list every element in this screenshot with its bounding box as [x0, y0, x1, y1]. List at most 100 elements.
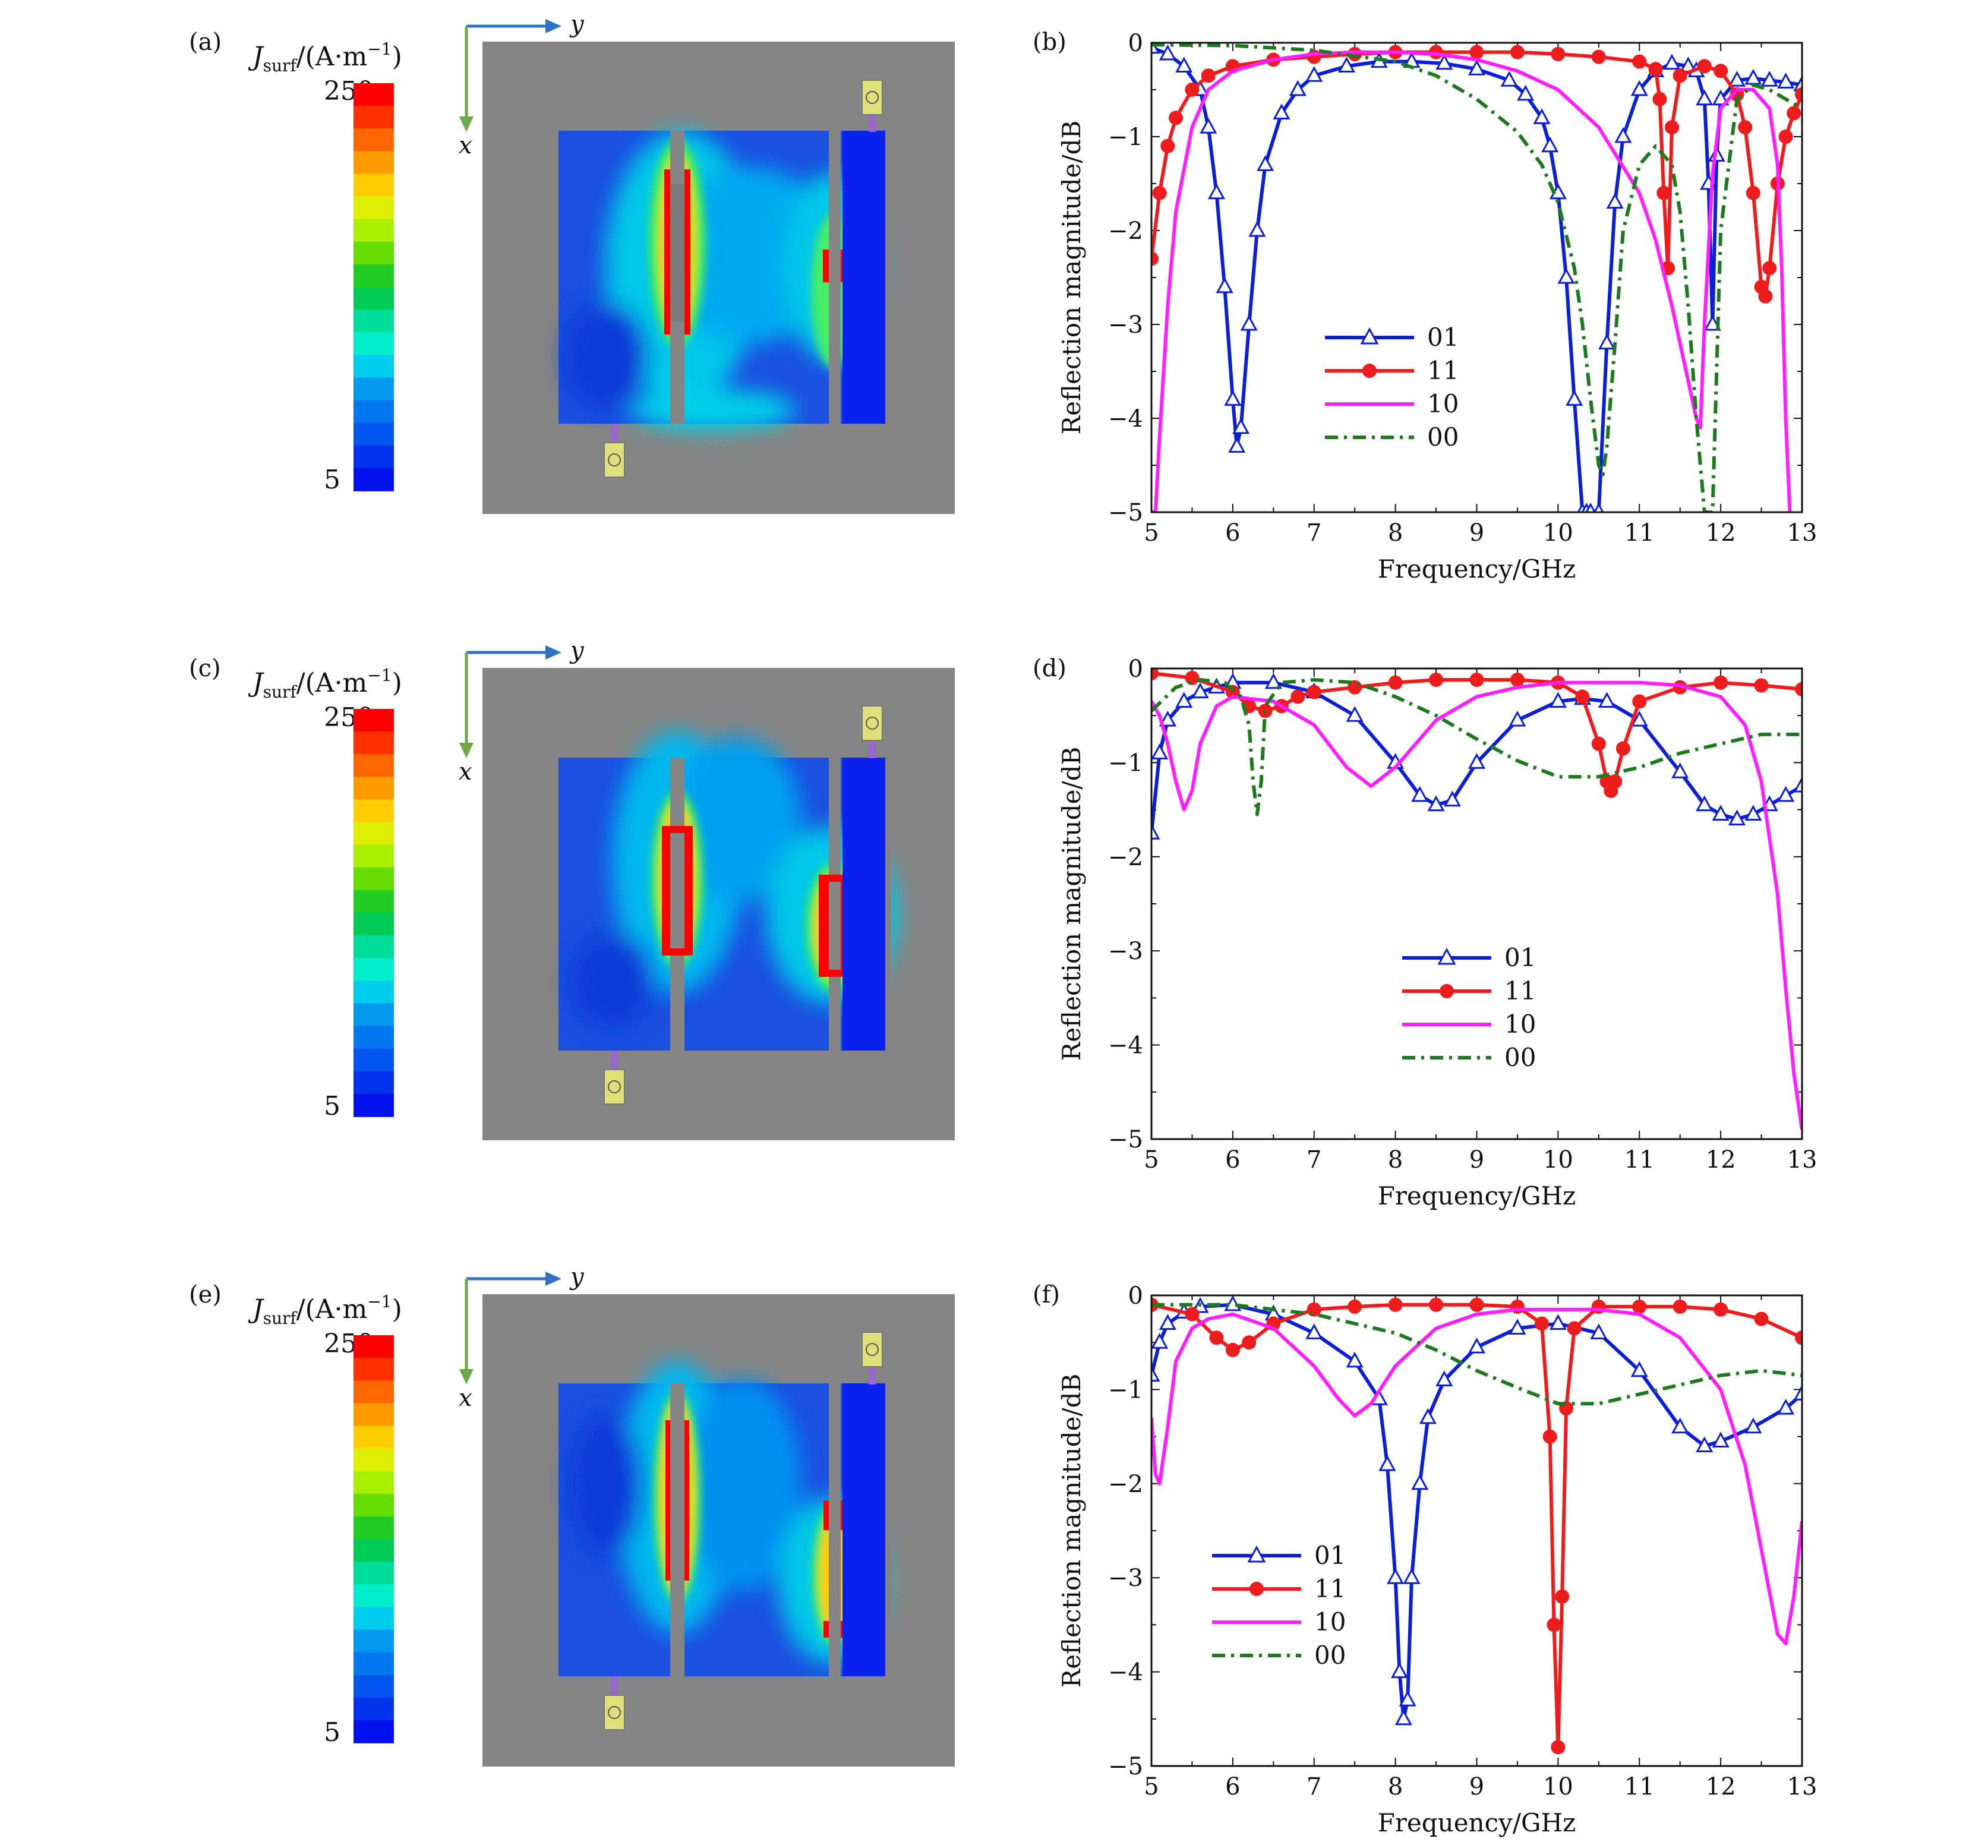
legend-label-00: 00: [1504, 1043, 1536, 1072]
legend-label-00: 00: [1427, 422, 1459, 452]
colorbar-swatch: [354, 709, 394, 732]
colorbar-swatch: [354, 867, 394, 891]
colorbar-swatch: [354, 1048, 394, 1072]
port-top: [862, 1332, 883, 1367]
series-11-point: [1307, 685, 1321, 699]
panel-label-b: (b): [1033, 29, 1066, 56]
series-11-point: [1575, 689, 1590, 704]
series-11-point: [1787, 106, 1801, 121]
series-01-point: [1248, 220, 1266, 237]
x-tick-label: 7: [1307, 1146, 1321, 1174]
colorbar-swatch: [354, 1720, 394, 1743]
series-01-point: [1387, 1568, 1405, 1584]
colorbar-swatch: [354, 264, 394, 288]
series-11-point: [1388, 1297, 1403, 1312]
panel-e-field: (e) Jsurf/(A·m−1) 250 5 y x: [189, 1263, 955, 1767]
colorbar-swatch: [354, 83, 394, 106]
series-01-point: [1224, 390, 1242, 406]
series-11-point: [1151, 668, 1159, 680]
series-11-point: [1469, 1297, 1484, 1312]
axis-arrows-c: y x: [459, 637, 585, 786]
y-tick-label: −3: [1108, 311, 1143, 339]
feed-line: [869, 1365, 876, 1385]
series-01-point: [1696, 89, 1714, 106]
x-tick-label: 6: [1225, 519, 1240, 547]
colorbar-swatch: [354, 777, 394, 800]
y-axis-letter: y: [569, 1263, 585, 1291]
x-tick-label: 8: [1388, 1146, 1403, 1174]
colorbar-min-label: 5: [324, 1717, 340, 1748]
series-11-point: [1169, 111, 1184, 125]
colorbar-swatch: [354, 935, 394, 959]
slot-2: [829, 131, 841, 424]
series-01-point: [1728, 809, 1746, 825]
x-tick-label: 5: [1144, 519, 1159, 547]
series-11-point: [1429, 673, 1444, 688]
series-11-point: [1510, 45, 1525, 59]
series-11-point: [1673, 1300, 1687, 1314]
series-11-point: [1648, 62, 1663, 77]
panel-label-d: (d): [1033, 655, 1066, 682]
x-tick-label: 12: [1706, 519, 1736, 547]
series-01-point: [1744, 805, 1762, 821]
plot-frame: [1150, 1294, 1803, 1767]
feed-line: [611, 1676, 618, 1695]
colorbar-swatch: [354, 1539, 394, 1562]
series-11-point: [1185, 670, 1200, 685]
port-icon: [866, 717, 879, 730]
series-11-point: [1209, 1330, 1224, 1345]
series-01-point: [1257, 155, 1274, 171]
x-tick-label: 8: [1388, 1773, 1403, 1800]
series-11-point: [1151, 251, 1159, 266]
x-arrow-head: [459, 1369, 474, 1385]
series-11-point: [1535, 1316, 1549, 1331]
series-01-point: [1533, 108, 1551, 124]
series-01-point: [1151, 1333, 1169, 1349]
x-axis-letter: x: [459, 758, 472, 786]
colorbar-swatch: [354, 844, 394, 868]
legend-marker: [1247, 1545, 1266, 1563]
colorbar-swatch: [354, 980, 394, 1004]
y-tick-label: −1: [1108, 124, 1143, 151]
x-tick-label: 9: [1469, 1146, 1484, 1174]
legend-label-01: 01: [1427, 323, 1459, 352]
panel-a-field: (a) Jsurf/(A·m−1) 250 5 y x: [189, 11, 955, 514]
series-01-point: [1696, 1436, 1714, 1452]
colorbar-swatch: [354, 355, 394, 379]
plot-frame: [1150, 667, 1803, 1140]
y-axis-label: Reflection magnitude/dB: [1057, 1374, 1086, 1688]
x-tick-label: 5: [1144, 1773, 1159, 1800]
series-11-point: [1665, 120, 1679, 135]
y-tick-label: −4: [1108, 405, 1143, 433]
colorbar-min-label: 5: [324, 1091, 340, 1121]
colorbar-swatch: [354, 1516, 394, 1540]
series-01-point: [1777, 72, 1795, 89]
colorbar-swatch: [354, 219, 394, 242]
series-01-point: [1394, 1709, 1412, 1726]
series-01-point: [1760, 71, 1778, 87]
port-icon: [866, 91, 879, 104]
y-axis-letter: y: [569, 11, 585, 38]
x-axis-label: Frequency/GHz: [1378, 1181, 1576, 1210]
series-01-point: [1435, 53, 1453, 70]
legend-marker: [1360, 327, 1379, 345]
series-11-point: [1185, 83, 1200, 97]
panel-label-a: (a): [189, 29, 222, 56]
series-01-point: [1289, 80, 1307, 96]
feed-line: [611, 1051, 618, 1070]
legend-label-11: 11: [1427, 356, 1459, 385]
series-11-point: [1185, 1307, 1200, 1322]
colorbar-a: Jsurf/(A·m−1) 250 5: [248, 39, 402, 495]
unit-cell-c: [482, 668, 955, 1140]
series-11-point: [1290, 689, 1305, 704]
legend-label-00: 00: [1314, 1641, 1346, 1670]
series-11-point: [1152, 185, 1167, 200]
series-01-point: [1399, 1690, 1416, 1707]
series-01-point: [1175, 692, 1193, 708]
y-tick-label: −2: [1108, 1471, 1143, 1498]
x-tick-label: 13: [1787, 1146, 1817, 1174]
series-01-point: [1151, 1365, 1160, 1382]
x-tick-label: 6: [1225, 1146, 1240, 1174]
series-01-point: [1159, 710, 1176, 727]
